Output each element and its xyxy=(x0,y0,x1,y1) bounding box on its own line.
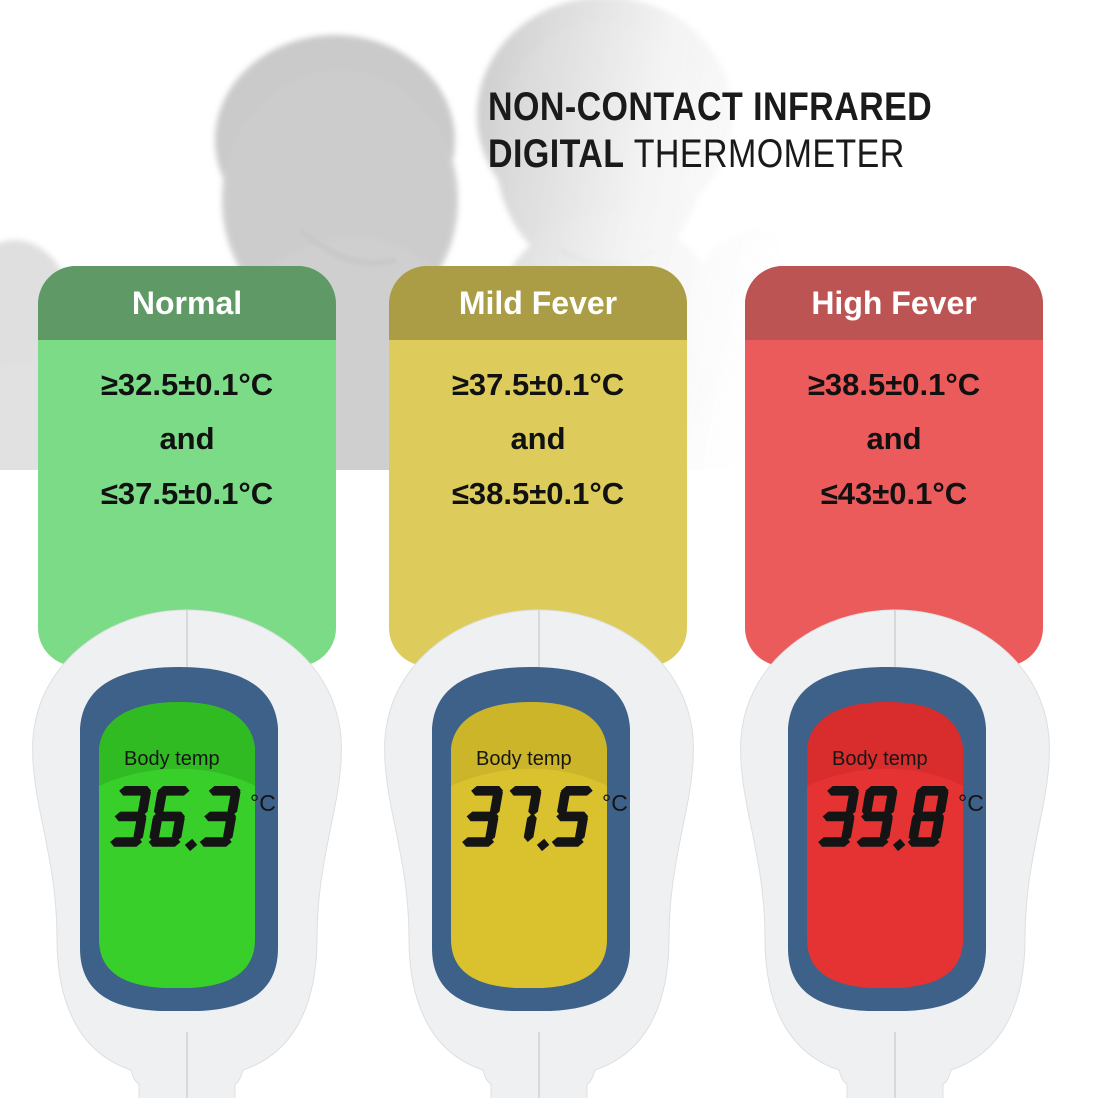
svg-text:°C: °C xyxy=(602,790,628,816)
svg-text:Body temp: Body temp xyxy=(832,748,928,770)
svg-text:Body temp: Body temp xyxy=(124,748,220,770)
svg-text:°C: °C xyxy=(250,790,276,816)
svg-text:°C: °C xyxy=(958,790,984,816)
svg-text:Body temp: Body temp xyxy=(476,748,572,770)
